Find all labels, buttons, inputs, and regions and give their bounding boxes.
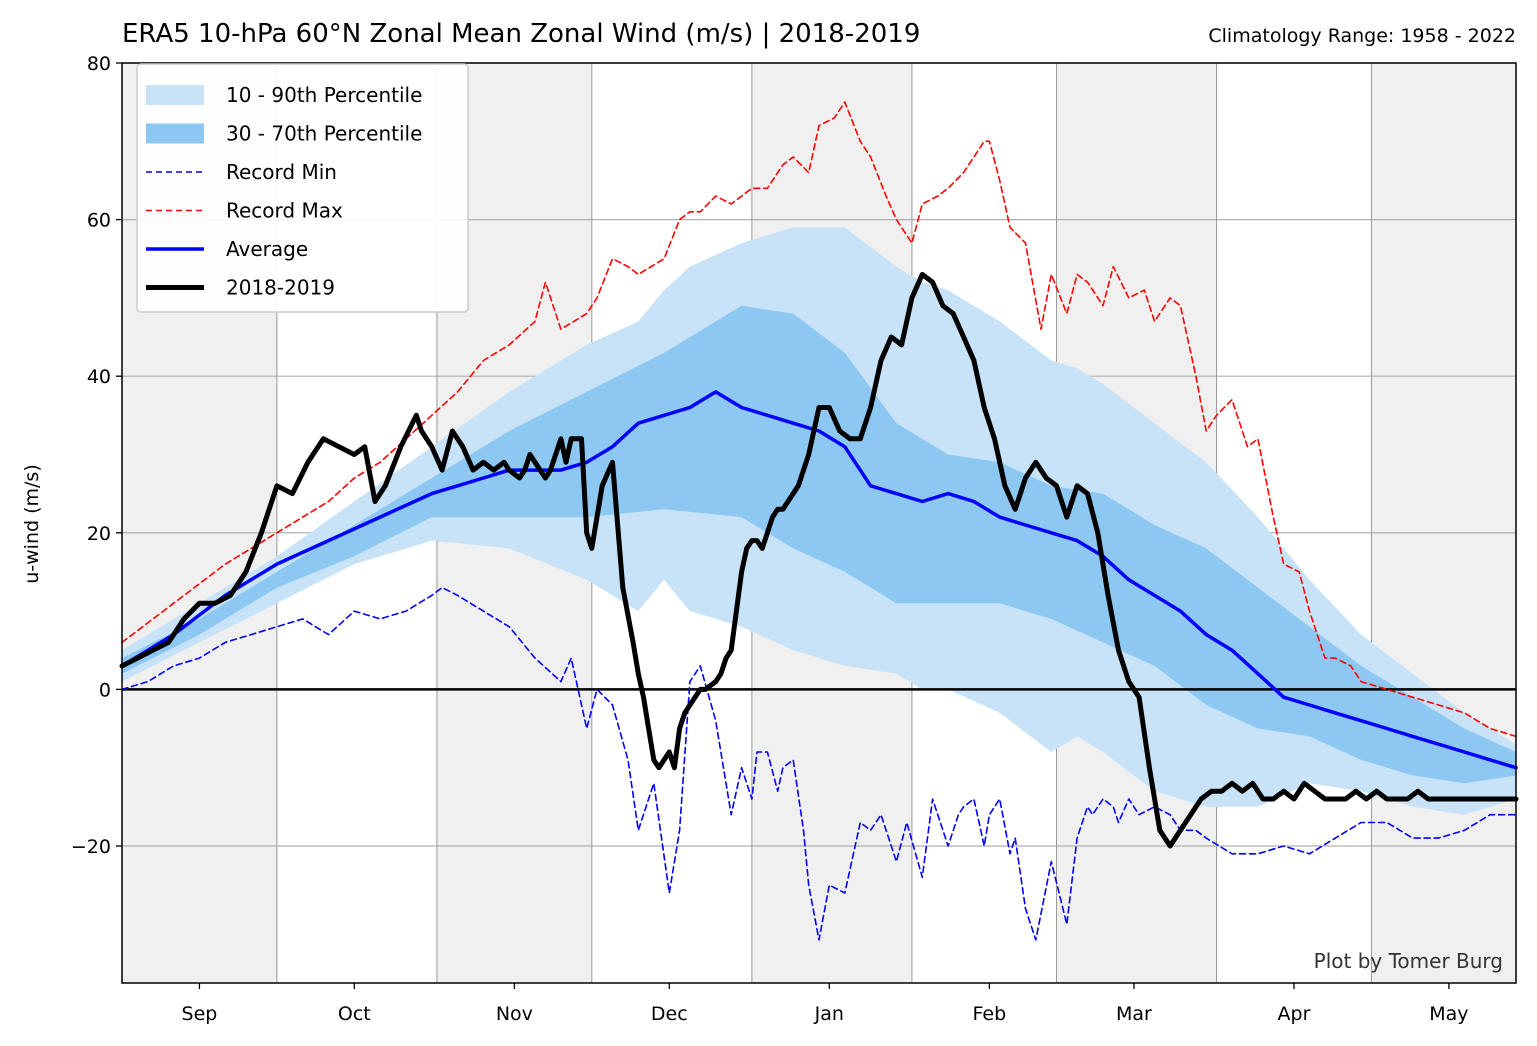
plot-frame — [121, 62, 1517, 984]
record-min-line — [121, 586, 1517, 941]
legend: 10 - 90th Percentile 30 - 70th Percentile… — [136, 63, 469, 313]
legend-label: 2018-2019 — [226, 276, 335, 300]
x-tick-label: Nov — [496, 1003, 533, 1025]
record-max-line — [121, 101, 1517, 738]
series-lines — [119, 101, 1519, 941]
chart-title: ERA5 10-hPa 60°N Zonal Mean Zonal Wind (… — [122, 19, 920, 49]
legend-label: 30 - 70th Percentile — [226, 122, 422, 146]
y-tick-label: 60 — [87, 210, 111, 232]
season-2018-2019-line — [119, 271, 1519, 849]
legend-swatch — [146, 123, 204, 144]
x-tick-label: Dec — [651, 1003, 688, 1025]
average-line — [120, 390, 1518, 770]
band-30-70-percentile — [122, 305, 1516, 784]
credit-text: Plot by Tomer Burg — [1314, 949, 1503, 973]
axes: 80 60 40 20 0 −20 Sep Oct Nov Dec Jan Feb Mar Apr May — [71, 53, 1517, 1025]
x-tick-label: Sep — [182, 1003, 218, 1025]
y-tick-label: 80 — [87, 53, 111, 75]
legend-swatch — [146, 85, 204, 105]
y-tick-label: −20 — [71, 836, 111, 858]
chart-subtitle: Climatology Range: 1958 - 2022 — [1208, 25, 1516, 47]
legend-label: 10 - 90th Percentile — [226, 83, 422, 107]
legend-box — [136, 63, 469, 313]
x-tick-label: May — [1429, 1003, 1468, 1025]
x-tick-label: Feb — [973, 1003, 1007, 1025]
y-tick-label: 0 — [99, 679, 111, 701]
y-axis-label: u-wind (m/s) — [21, 464, 43, 584]
legend-label: Record Max — [226, 199, 343, 223]
x-tick-label: Jan — [814, 1003, 844, 1025]
percentile-fills — [122, 227, 1516, 815]
x-tick-label: Apr — [1278, 1003, 1311, 1025]
legend-label: Record Min — [226, 160, 337, 184]
legend-label: Average — [226, 237, 308, 261]
y-tick-label: 40 — [87, 366, 111, 388]
x-tick-label: Mar — [1116, 1003, 1152, 1025]
y-tick-label: 20 — [87, 523, 111, 545]
shaded-month-band — [1371, 63, 1516, 983]
x-tick-label: Oct — [338, 1003, 371, 1025]
